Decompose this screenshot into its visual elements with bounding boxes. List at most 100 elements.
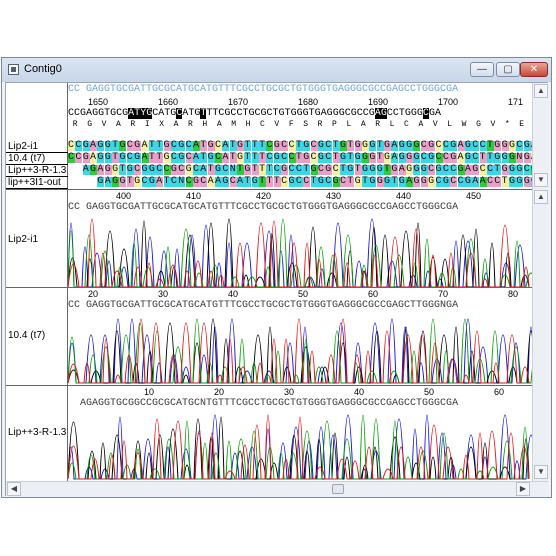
read-base-letter: A <box>141 152 148 163</box>
read-base: N <box>516 153 524 163</box>
trace-label[interactable]: 10.4 (t7) <box>8 330 46 341</box>
reference-base: C <box>236 108 243 119</box>
read-base: G <box>406 153 414 163</box>
read-base: T <box>148 140 156 151</box>
scroll-left-arrow-icon[interactable]: ◀ <box>7 482 21 496</box>
title-bar[interactable]: Contig0 — ▢ ✕ <box>2 58 551 82</box>
read-base: T <box>126 177 134 187</box>
read-base-letter: T <box>486 140 493 151</box>
read-base-letter: C <box>222 164 229 175</box>
close-button[interactable]: ✕ <box>520 62 548 77</box>
read-base-letter: T <box>259 152 266 163</box>
read-base-letter: G <box>398 140 405 151</box>
read-base: G <box>303 153 311 163</box>
read-base-letter: T <box>295 140 302 151</box>
reference-base: Y <box>140 108 147 119</box>
read-base-letter: C <box>215 140 222 151</box>
read-base-letter: G <box>450 152 457 163</box>
contig-window: Contig0 — ▢ ✕ Lip2-i1 10.4 (t7) Lip++3-R… <box>1 57 552 498</box>
read-base: C <box>75 141 83 151</box>
read-base-letter: G <box>134 152 141 163</box>
read-base-letter: G <box>391 164 398 175</box>
window-title: Contig0 <box>24 63 62 75</box>
read-base-letter: G <box>523 152 530 163</box>
read-base-letter: G <box>192 176 199 187</box>
read-base: G <box>501 153 509 163</box>
scroll-down-arrow-icon[interactable]: ▼ <box>534 465 548 479</box>
read-base: G <box>464 141 472 151</box>
read-base: A <box>531 141 532 151</box>
reference-base: C <box>422 108 429 119</box>
read-base-letter: G <box>141 164 148 175</box>
window-icon[interactable] <box>8 64 19 75</box>
read-base: G <box>516 177 524 187</box>
reference-base: C <box>254 108 261 119</box>
alignment-scrollbar[interactable]: ▲ ▼ <box>532 83 548 189</box>
read-base: G <box>464 153 472 163</box>
read-base: C <box>266 141 274 151</box>
scroll-right-arrow-icon[interactable]: ▶ <box>516 482 530 496</box>
scroll-up-arrow-icon[interactable]: ▲ <box>534 190 548 204</box>
maximize-button[interactable]: ▢ <box>496 62 520 77</box>
trace-sequence: CC GAGGTGCGATTGCGCATGCATGTTTCGCCTGCGCTGT… <box>68 202 459 213</box>
read-base: T <box>259 177 267 187</box>
read-base: G <box>178 153 186 163</box>
chromatogram-trace[interactable] <box>68 409 532 481</box>
minimize-button[interactable]: — <box>470 62 494 77</box>
read-base: A <box>192 141 200 151</box>
read-base: G <box>509 153 516 163</box>
read-label[interactable]: lip++3I1-out <box>8 177 61 188</box>
read-base-letter: G <box>112 164 119 175</box>
reference-base: C <box>176 108 183 119</box>
reference-base: A <box>128 108 135 119</box>
scroll-thumb[interactable] <box>332 484 344 494</box>
read-base: T <box>376 153 384 163</box>
read-base-letter: G <box>494 152 501 163</box>
read-base: G <box>428 141 436 151</box>
reference-base: G <box>302 108 309 119</box>
read-base-letter: A <box>141 140 148 151</box>
read-base: G <box>531 165 532 175</box>
read-label[interactable]: Lip++3-R-1.3 <box>8 165 67 176</box>
read-base: T <box>112 141 120 151</box>
trace-label[interactable]: Lip2-i1 <box>8 234 39 245</box>
read-base: G <box>450 152 458 163</box>
alignment-area[interactable]: CC GAGGTGCGATTGCGCATGCATGTTTCGCCTGCGCTGT… <box>68 83 532 481</box>
ruler-tick-label: 10 <box>144 387 155 397</box>
read-base: T <box>332 141 340 151</box>
trace-scrollbar[interactable]: ▲ ▼ <box>532 189 548 481</box>
read-base-letter: T <box>148 140 155 151</box>
read-label[interactable]: 10.4 (t7) <box>8 153 46 164</box>
chromatogram-trace[interactable] <box>68 311 532 385</box>
reference-base: G <box>296 108 303 119</box>
read-base: G <box>398 177 406 187</box>
read-base-letter: G <box>185 164 192 175</box>
read-base: C <box>428 165 436 175</box>
read-base-letter: G <box>251 176 258 187</box>
read-base: G <box>354 153 362 163</box>
read-base: C <box>494 177 502 187</box>
scroll-up-arrow-icon[interactable]: ▲ <box>534 84 548 98</box>
read-label[interactable]: Lip2-i1 <box>8 141 39 152</box>
read-base-letter: G <box>332 176 339 187</box>
read-base-letter: G <box>119 140 126 151</box>
read-base-letter: A <box>192 152 199 163</box>
horizontal-scrollbar[interactable]: ◀ ▶ <box>6 481 548 496</box>
trace-label[interactable]: Lip++3-R-1.3 <box>8 427 67 438</box>
read-base: G <box>509 141 516 151</box>
reference-base: G <box>368 108 375 119</box>
read-base: T <box>310 177 318 187</box>
chromatogram-trace[interactable] <box>68 213 532 289</box>
read-base: G <box>90 165 98 175</box>
read-base-letter: C <box>185 152 192 163</box>
read-base-letter: T <box>376 140 383 151</box>
ruler-tick-label: 40 <box>354 387 365 397</box>
read-base-letter: G <box>523 140 530 151</box>
scroll-down-arrow-icon[interactable]: ▼ <box>534 173 548 187</box>
ruler-tick-label: 420 <box>256 191 272 201</box>
read-base-letter: C <box>435 140 442 151</box>
